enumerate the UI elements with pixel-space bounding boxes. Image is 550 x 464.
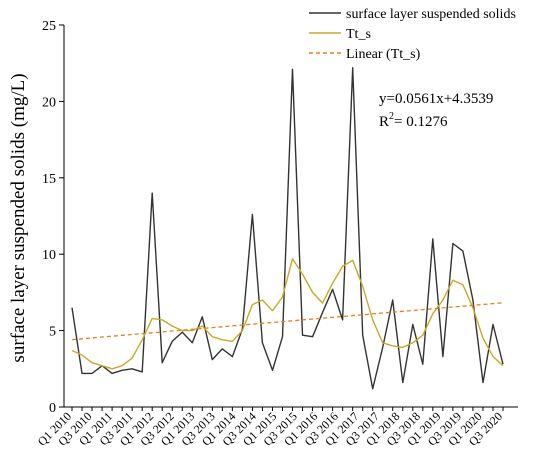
axes xyxy=(63,25,518,408)
r-squared-prefix: R xyxy=(379,114,389,130)
legend-label-3: Linear (Tt_s) xyxy=(346,47,421,62)
trend-equation: y=0.0561x+4.3539 xyxy=(379,91,493,107)
y-tick-label: 15 xyxy=(42,172,56,187)
y-ticks: 0 5 10 15 20 25 xyxy=(42,19,64,416)
r-squared: R2= 0.1276 xyxy=(379,111,448,130)
y-tick-label: 25 xyxy=(42,19,56,34)
series-layer xyxy=(71,67,504,390)
series-line-2 xyxy=(71,258,504,370)
legend-label-2: Tt_s xyxy=(346,27,371,42)
y-tick-label: 5 xyxy=(49,325,56,340)
series-line-3 xyxy=(71,302,504,341)
r-squared-value: = 0.1276 xyxy=(394,114,448,130)
y-axis-label: surface layer suspended solids (mg/L) xyxy=(8,73,29,362)
y-tick-label: 10 xyxy=(42,248,56,263)
legend: surface layer suspended solids Tt_s Linear… xyxy=(309,7,516,62)
y-tick-label: 0 xyxy=(49,401,56,416)
legend-label-1: surface layer suspended solids xyxy=(346,7,516,22)
r-squared-superscript: 2 xyxy=(389,111,394,122)
series-line-1 xyxy=(71,67,504,390)
y-tick-label: 20 xyxy=(42,95,56,110)
